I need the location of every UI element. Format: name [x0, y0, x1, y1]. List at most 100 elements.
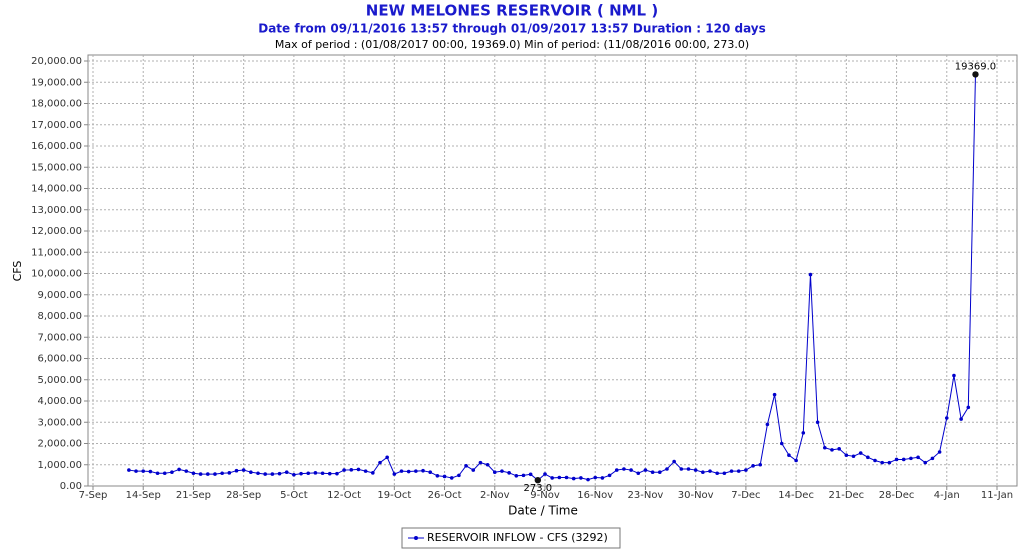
y-axis-label: CFS	[11, 261, 24, 282]
data-point	[722, 471, 727, 476]
y-tick-label: 20,000.00	[31, 56, 82, 67]
y-tick-label: 9,000.00	[37, 290, 82, 301]
data-point	[614, 468, 619, 472]
annotation-label: 19369.0	[955, 61, 996, 72]
data-point	[930, 456, 935, 461]
data-point	[500, 469, 504, 473]
data-point	[866, 455, 870, 460]
x-tick-label: 2-Nov	[480, 490, 510, 501]
data-point	[313, 471, 318, 475]
y-tick-label: 8,000.00	[37, 311, 82, 322]
y-tick-label: 3,000.00	[37, 417, 82, 428]
data-point	[744, 468, 748, 472]
data-point	[880, 460, 885, 465]
data-point	[449, 476, 454, 480]
annotation-marker	[534, 476, 542, 484]
y-tick-label: 10,000.00	[31, 269, 82, 280]
data-point	[808, 272, 813, 277]
data-point	[779, 441, 784, 446]
data-point	[392, 472, 397, 476]
data-point	[170, 470, 174, 474]
data-point	[177, 467, 181, 472]
annotation-label: 273.0	[524, 483, 553, 494]
data-point	[371, 471, 375, 475]
legend-label: RESERVOIR INFLOW - CFS (3292)	[427, 531, 608, 544]
data-point	[937, 450, 942, 454]
chart-subtitle: Date from 09/11/2016 13:57 through 01/09…	[258, 22, 766, 36]
data-point	[693, 468, 698, 472]
data-point	[205, 472, 210, 476]
data-point	[464, 464, 468, 468]
data-point	[901, 457, 906, 462]
data-point	[959, 417, 963, 421]
data-point	[736, 469, 741, 473]
data-point	[952, 373, 956, 378]
data-point	[492, 470, 497, 474]
data-point	[320, 471, 325, 476]
data-point	[607, 473, 612, 478]
y-tick-label: 11,000.00	[31, 247, 82, 258]
y-tick-label: 14,000.00	[31, 184, 82, 195]
data-point	[729, 469, 734, 473]
y-tick-label: 2,000.00	[37, 439, 82, 450]
data-point	[507, 471, 511, 475]
plot-frame	[87, 54, 1018, 487]
data-point	[550, 476, 554, 480]
x-tick-label: 21-Sep	[176, 490, 211, 501]
data-point	[543, 472, 547, 476]
data-point	[622, 467, 626, 471]
x-axis-label: Date / Time	[508, 504, 578, 518]
y-tick-label: 13,000.00	[31, 205, 82, 216]
data-point	[399, 469, 404, 473]
data-point	[830, 448, 834, 452]
data-point	[887, 460, 892, 465]
data-point	[249, 470, 253, 474]
data-point	[478, 460, 483, 465]
data-point	[256, 471, 260, 476]
data-point	[127, 468, 131, 472]
data-point	[600, 476, 605, 480]
data-point	[636, 471, 641, 476]
y-tick-label: 6,000.00	[37, 354, 82, 365]
y-tick-label: 12,000.00	[31, 226, 82, 237]
data-point	[557, 475, 562, 480]
legend-box	[401, 527, 621, 549]
x-tick-label: 7-Sep	[79, 490, 108, 501]
data-point	[241, 468, 246, 472]
y-tick-label: 17,000.00	[31, 120, 82, 131]
data-point	[292, 472, 296, 477]
data-point	[873, 458, 877, 463]
data-point	[758, 462, 763, 467]
data-point	[471, 468, 476, 472]
data-point	[227, 471, 232, 475]
data-point	[586, 477, 590, 482]
data-point	[514, 474, 519, 478]
data-point	[858, 451, 863, 455]
data-point	[844, 453, 849, 457]
y-tick-label: 15,000.00	[31, 162, 82, 173]
data-point	[657, 470, 662, 474]
data-point	[528, 472, 533, 477]
data-point	[966, 405, 971, 410]
annotation-marker	[972, 71, 979, 78]
data-point	[765, 422, 770, 427]
x-tick-label: 14-Dec	[778, 490, 814, 501]
x-tick-label: 9-Nov	[530, 490, 560, 501]
data-point	[406, 469, 411, 474]
chart-title: NEW MELONES RESERVOIR ( NML )	[366, 2, 658, 20]
data-point	[234, 468, 239, 473]
data-point	[823, 445, 827, 450]
x-tick-label: 16-Nov	[577, 490, 613, 501]
data-point	[155, 471, 160, 476]
data-point	[593, 475, 598, 480]
x-tick-label: 11-Jan	[981, 490, 1013, 501]
data-point	[794, 458, 798, 463]
data-point	[923, 460, 928, 465]
data-point	[801, 431, 806, 435]
data-point	[701, 470, 705, 474]
data-point	[414, 469, 418, 473]
x-tick-label: 28-Sep	[226, 490, 261, 501]
data-point	[909, 456, 913, 461]
y-tick-label: 19,000.00	[31, 77, 82, 88]
